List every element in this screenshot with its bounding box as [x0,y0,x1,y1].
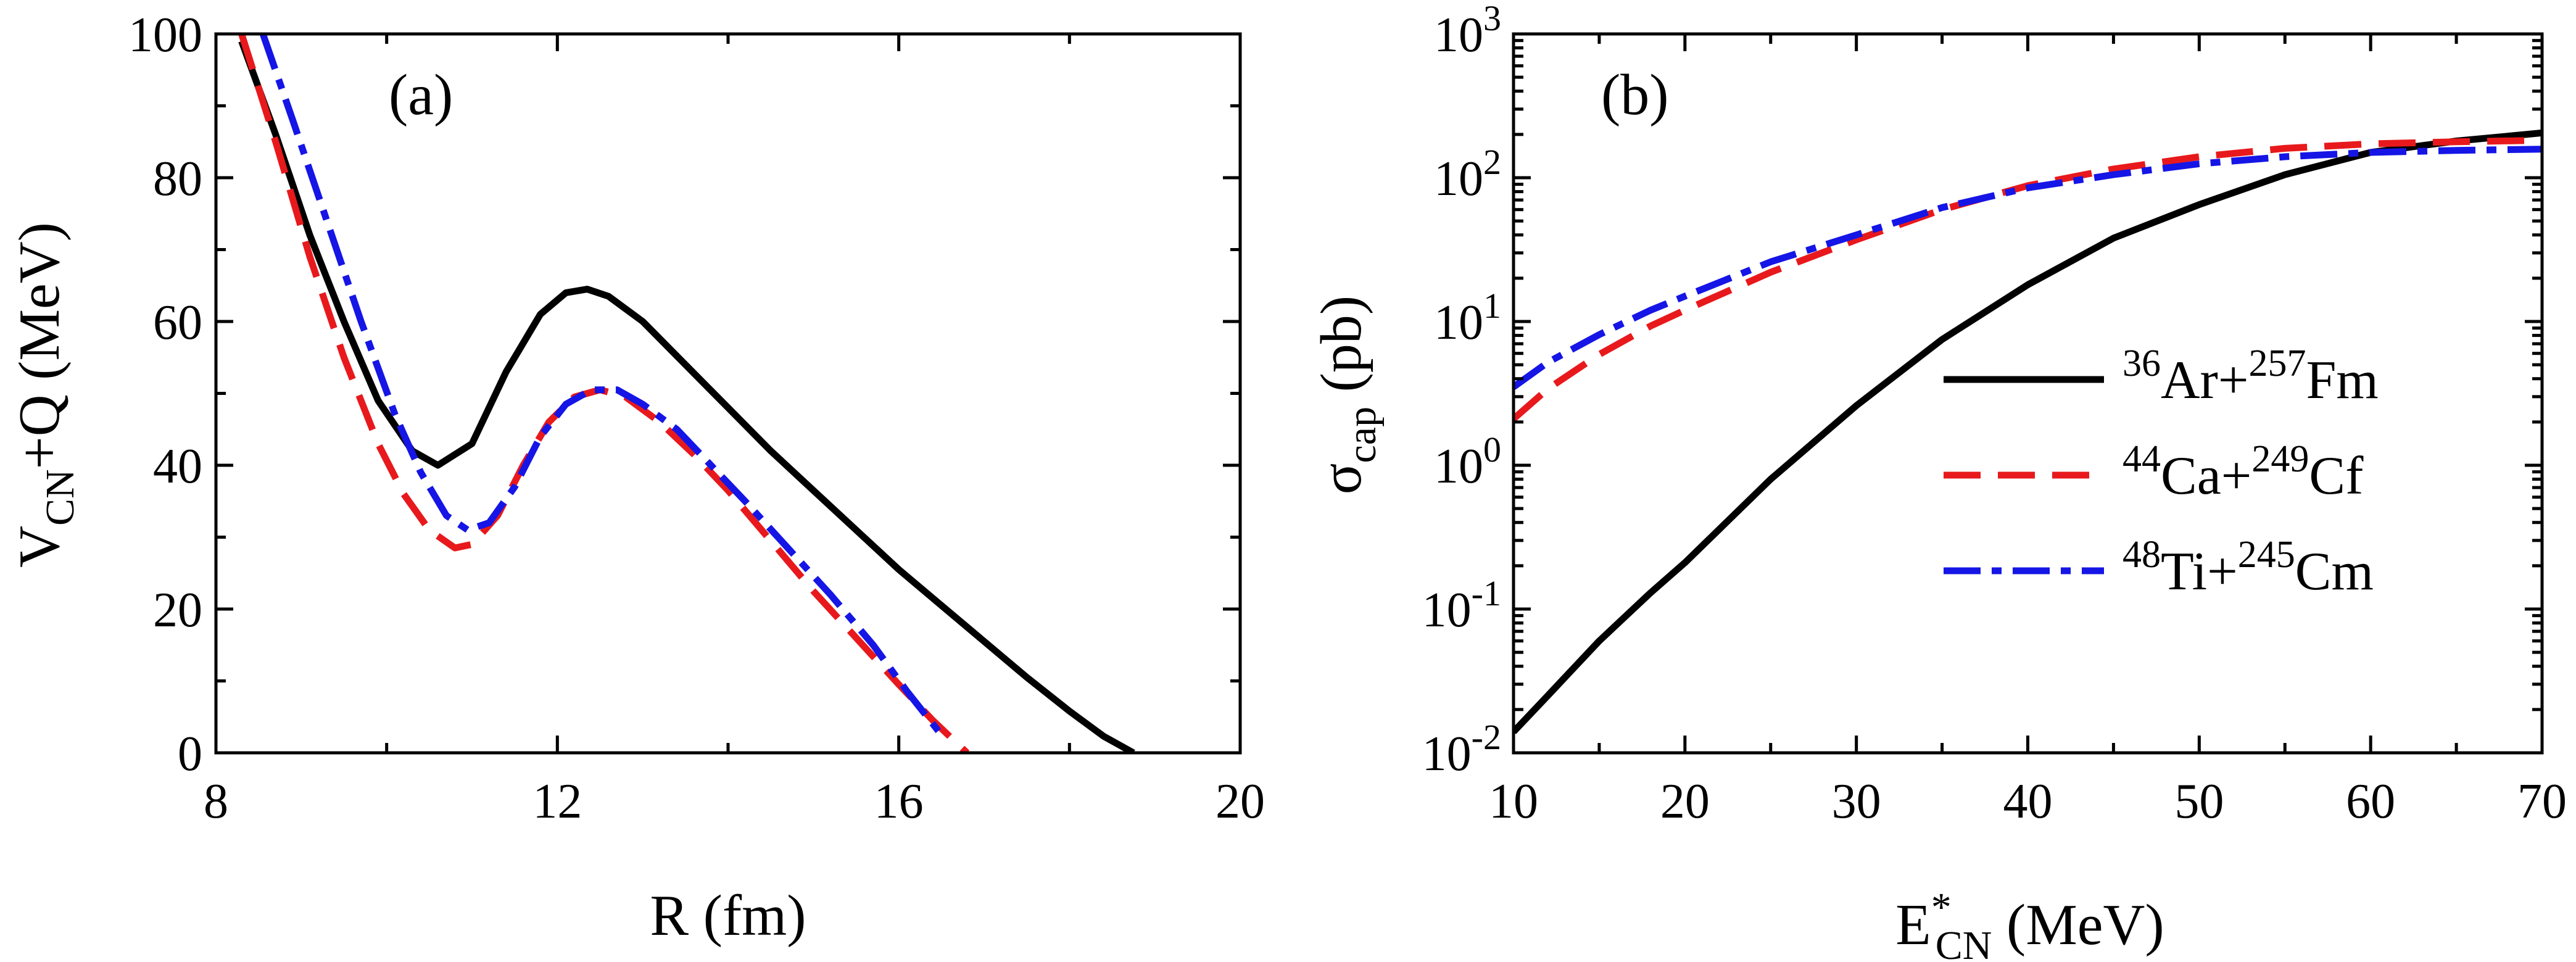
panel-b-xlabel-sup: * [1931,885,1952,930]
panel-a-ylabel-unit: (MeV) [7,222,72,394]
panel-a-ticks: 8 12 16 20 0 20 40 60 80 100 [128,8,1265,829]
panel-b-ticks: 10 20 30 40 50 60 70 10-2 10-1 100 101 102 103 [1422,0,2567,829]
panel-a-ylabel-sub: CN [38,469,83,526]
panel-b-ylabel-main: σ [1309,463,1373,495]
panel-b-x-axis-label: E* CN (MeV) [1895,885,2164,962]
panel-b-series-2-line [1514,136,2542,422]
y-tick-label: 103 [1434,0,1501,62]
x-tick-label: 10 [1489,774,1538,829]
y-tick-label: 10-2 [1422,717,1501,781]
y-tick-label: 10-1 [1422,573,1501,637]
y-tick-label: 102 [1434,142,1501,206]
legend: 36Ar+257Fm 44Ca+249Cf 48Ti+245Cm [1944,342,2379,602]
x-tick-label: 60 [2346,774,2395,829]
panel-b-ylabel-unit: (pb) [1309,296,1373,407]
legend-entry-ar-fm: 36Ar+257Fm [1944,342,2379,410]
panel-a-y-axis-label: VCN+Q (MeV) [7,222,83,568]
panel-b-series-3-line [1514,146,2542,390]
legend-entry-ca-cf: 44Ca+249Cf [1944,438,2364,506]
x-tick-label: 16 [874,774,924,829]
panel-b-series-group [1514,129,2542,734]
panel-b-chart: 10 20 30 40 50 60 70 10-2 10-1 100 101 102 103 (b) E… [1309,0,2567,962]
x-tick-label: 70 [2517,774,2567,829]
panel-b-ylabel-sub: cap [1340,407,1385,463]
panel-a-series-2-line [238,34,970,753]
x-tick-label: 12 [532,774,582,829]
legend-label-ca-cf: 44Ca+249Cf [2123,438,2364,506]
x-tick-label: 50 [2174,774,2224,829]
y-tick-label: 80 [153,152,202,206]
y-tick-label: 101 [1434,286,1501,350]
y-tick-label: 100 [1434,429,1501,494]
panel-b-y-axis-label: σcap (pb) [1309,296,1385,494]
y-tick-label: 40 [153,439,202,494]
y-tick-label: 20 [153,583,202,637]
panel-b-series-1-line [1514,129,2542,734]
panel-a-x-axis-label: R (fm) [650,884,806,948]
x-tick-label: 20 [1660,774,1710,829]
panel-a-series-1-line [238,39,1135,753]
panel-a-xlabel-main: R [650,884,689,948]
x-tick-label: 40 [2003,774,2053,829]
panel-b-xlabel-main: E [1895,893,1931,957]
panel-b-xlabel-sub: CN [1936,923,1992,962]
panel-a-axes-frame [214,32,1242,755]
panel-a-ylabel-rest: +Q [7,394,72,469]
panel-a-ylabel-main: V [7,526,72,568]
x-tick-label: 30 [1832,774,1881,829]
legend-entry-ti-cm: 48Ti+245Cm [1944,534,2374,602]
panel-a-label: (a) [389,63,453,127]
legend-label-ar-fm: 36Ar+257Fm [2123,342,2379,410]
y-tick-label: 0 [178,727,202,781]
x-tick-label: 20 [1216,774,1265,829]
y-tick-label: 100 [128,8,202,62]
legend-label-ti-cm: 48Ti+245Cm [2123,534,2374,602]
panel-b-xlabel-unit: (MeV) [1992,893,2164,957]
panel-a-series-3-line [259,34,945,737]
panel-a-chart: 8 12 16 20 0 20 40 60 80 100 (a) R (fm) VCN+Q (Me… [7,8,1265,948]
panel-a-xlabel-unit: (fm) [689,884,806,948]
panel-a-series-group [238,34,1135,753]
panel-b-label: (b) [1601,63,1669,127]
x-tick-label: 8 [204,774,228,829]
y-tick-label: 60 [153,296,202,350]
